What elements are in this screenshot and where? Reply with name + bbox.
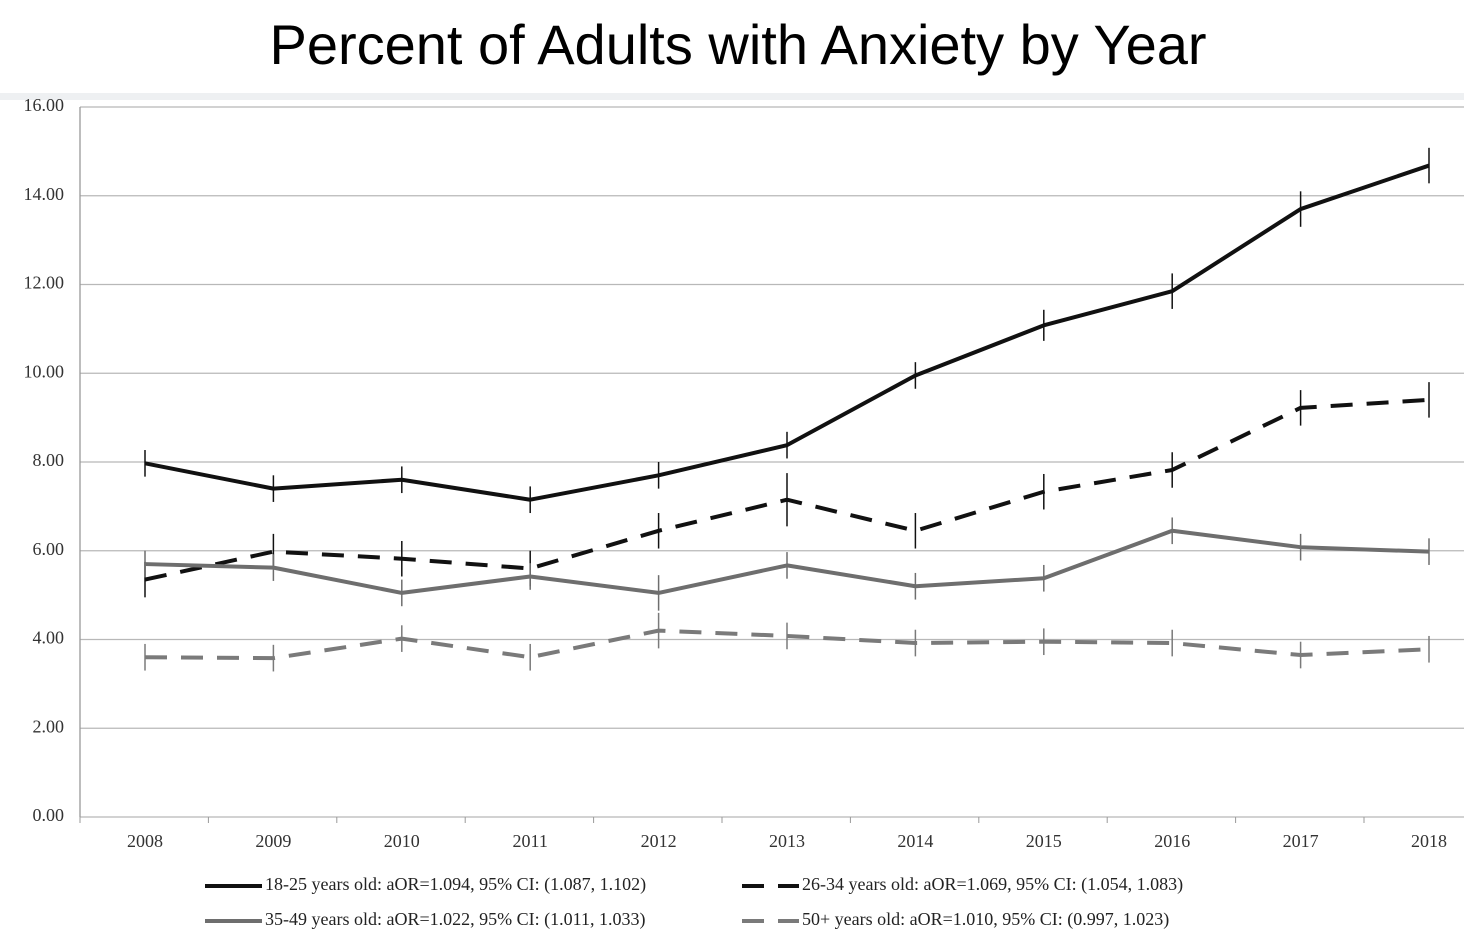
x-tick-label: 2016 — [1154, 831, 1190, 851]
title-band — [0, 93, 1464, 100]
x-tick-label: 2010 — [384, 831, 420, 851]
x-tick-label: 2018 — [1411, 831, 1447, 851]
y-tick-label: 4.00 — [33, 628, 65, 648]
legend-label: 18-25 years old: aOR=1.094, 95% CI: (1.0… — [265, 874, 646, 895]
x-tick-label: 2015 — [1026, 831, 1062, 851]
legend-label: 50+ years old: aOR=1.010, 95% CI: (0.997… — [802, 909, 1169, 930]
y-tick-label: 8.00 — [33, 450, 65, 470]
y-tick-label: 14.00 — [24, 184, 65, 204]
y-tick-label: 16.00 — [24, 95, 65, 115]
x-tick-label: 2014 — [897, 831, 933, 851]
x-tick-label: 2008 — [127, 831, 163, 851]
legend-label: 35-49 years old: aOR=1.022, 95% CI: (1.0… — [265, 909, 645, 930]
y-tick-label: 6.00 — [33, 539, 65, 559]
x-tick-label: 2013 — [769, 831, 805, 851]
x-tick-label: 2009 — [255, 831, 291, 851]
chart-title: Percent of Adults with Anxiety by Year — [269, 13, 1206, 76]
x-tick-label: 2012 — [641, 831, 677, 851]
y-tick-label: 12.00 — [24, 273, 65, 293]
y-tick-label: 10.00 — [24, 361, 65, 381]
x-tick-label: 2011 — [513, 831, 548, 851]
y-tick-label: 0.00 — [33, 805, 65, 825]
legend-label: 26-34 years old: aOR=1.069, 95% CI: (1.0… — [802, 874, 1183, 895]
y-tick-label: 2.00 — [33, 716, 65, 736]
x-tick-label: 2017 — [1283, 831, 1319, 851]
